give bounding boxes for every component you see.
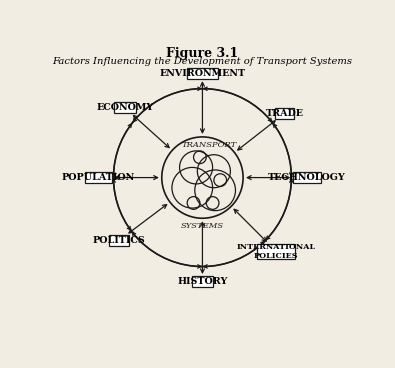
FancyBboxPatch shape — [192, 276, 213, 287]
Text: TRADE: TRADE — [265, 109, 303, 118]
FancyBboxPatch shape — [85, 172, 111, 183]
Text: INTERNATIONAL
POLICIES: INTERNATIONAL POLICIES — [237, 243, 316, 260]
Text: HISTORY: HISTORY — [177, 277, 228, 286]
Circle shape — [162, 137, 243, 218]
FancyBboxPatch shape — [109, 235, 130, 246]
Text: SYSTEMS: SYSTEMS — [181, 222, 224, 230]
Text: Factors Influencing the Development of Transport Systems: Factors Influencing the Development of T… — [53, 57, 352, 66]
Text: POLITICS: POLITICS — [93, 236, 146, 245]
FancyBboxPatch shape — [257, 244, 295, 259]
FancyBboxPatch shape — [275, 108, 294, 119]
Text: ENVIRONMENT: ENVIRONMENT — [159, 69, 246, 78]
FancyBboxPatch shape — [293, 172, 321, 183]
FancyBboxPatch shape — [187, 68, 218, 79]
Text: TECHNOLOGY: TECHNOLOGY — [268, 173, 346, 182]
Text: ECONOMY: ECONOMY — [96, 103, 154, 112]
Text: Figure 3.1: Figure 3.1 — [166, 47, 239, 60]
FancyBboxPatch shape — [114, 102, 136, 113]
Text: POPULATION: POPULATION — [62, 173, 135, 182]
Text: TRANSPORT: TRANSPORT — [181, 141, 237, 149]
